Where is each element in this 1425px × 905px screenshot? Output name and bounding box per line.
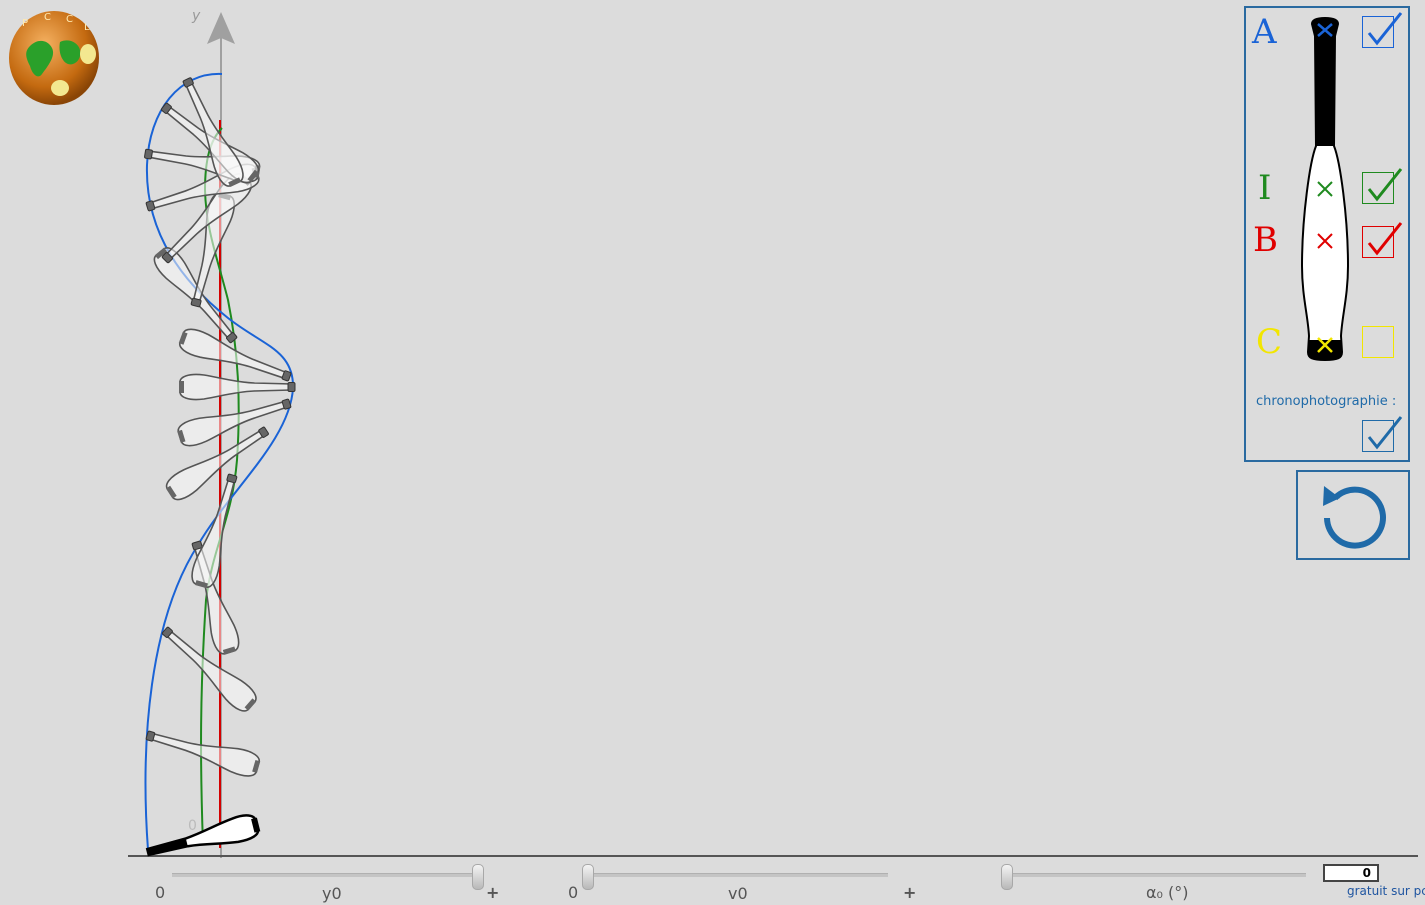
v0-slider-thumb[interactable] <box>582 864 594 890</box>
y0-min-label: 0 <box>155 883 166 902</box>
point-selection-panel: A I B C chronophotographie : <box>1244 6 1410 462</box>
pccl-logo: P C C L <box>9 11 99 105</box>
current-club[interactable] <box>145 812 262 864</box>
svg-text:P: P <box>22 18 28 29</box>
point-i-label: I <box>1258 168 1272 208</box>
marker-c-icon <box>1317 337 1333 353</box>
alpha0-slider-thumb[interactable] <box>1001 864 1013 890</box>
y0-max-label: + <box>486 883 500 902</box>
y0-label: y0 <box>322 884 342 903</box>
club-diagram <box>1300 16 1350 362</box>
footer-link[interactable]: gratuit sur pccl <box>1347 884 1425 898</box>
svg-text:C: C <box>44 12 51 23</box>
alpha0-slider-track[interactable] <box>1004 873 1306 877</box>
checkmark-icon <box>1367 12 1403 46</box>
reset-icon <box>1323 486 1386 549</box>
checkmark-icon <box>1367 416 1403 450</box>
v0-slider-track[interactable] <box>584 873 888 877</box>
chronophotography-label: chronophotographie : <box>1256 394 1397 409</box>
y-axis-arrow-icon <box>207 12 235 44</box>
marker-a-icon <box>1317 23 1333 37</box>
checkbox-point-a[interactable] <box>1362 12 1403 48</box>
y0-slider-thumb[interactable] <box>472 864 484 890</box>
point-c-label: C <box>1256 322 1283 362</box>
marker-b-icon <box>1317 233 1333 249</box>
checkbox-chronophotography[interactable] <box>1362 416 1403 452</box>
marker-i-icon <box>1317 181 1333 197</box>
checkbox-point-c[interactable] <box>1362 326 1394 358</box>
y0-slider-track[interactable] <box>172 873 482 877</box>
reset-button[interactable] <box>1296 470 1410 560</box>
checkmark-icon <box>1367 168 1403 202</box>
v0-label: v0 <box>728 884 748 903</box>
point-b-label: B <box>1253 220 1278 260</box>
svg-text:C: C <box>66 14 73 25</box>
checkbox-point-b[interactable] <box>1362 222 1403 258</box>
v0-max-label: + <box>903 883 917 902</box>
origin-label: 0 <box>188 818 197 834</box>
counter-display: 0 <box>1323 864 1379 882</box>
svg-text:L: L <box>84 22 90 33</box>
alpha0-label: α₀ (°) <box>1146 883 1189 902</box>
v0-min-label: 0 <box>568 883 579 902</box>
point-a-label: A <box>1252 12 1277 52</box>
y-axis-label: y <box>192 8 201 24</box>
chronophotography-clubs <box>142 73 296 780</box>
checkbox-point-i[interactable] <box>1362 168 1403 204</box>
checkmark-icon <box>1367 222 1403 256</box>
